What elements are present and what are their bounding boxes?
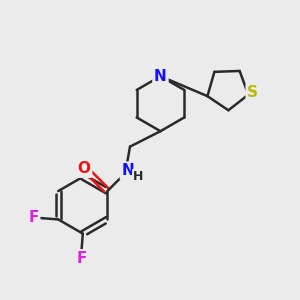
Text: N: N <box>154 69 167 84</box>
Text: O: O <box>78 161 91 176</box>
Text: N: N <box>121 163 134 178</box>
Text: F: F <box>28 210 39 225</box>
Text: H: H <box>133 169 143 183</box>
Text: F: F <box>76 251 86 266</box>
Text: S: S <box>247 85 258 100</box>
